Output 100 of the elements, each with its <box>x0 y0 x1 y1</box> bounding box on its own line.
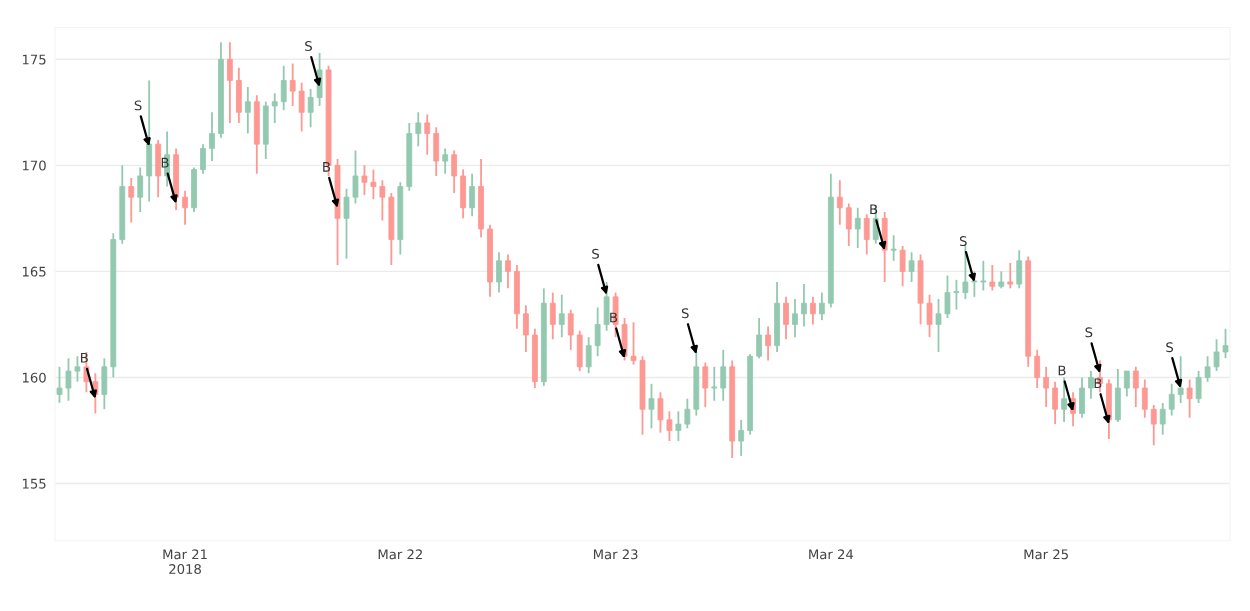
y-tick-label: 160 <box>22 372 46 383</box>
candlestick <box>1123 370 1130 398</box>
candlestick <box>1043 365 1050 409</box>
annotation: B <box>870 204 878 215</box>
candlestick <box>845 202 852 247</box>
candlestick <box>280 64 287 112</box>
candlestick <box>1007 262 1014 290</box>
candlestick <box>549 291 556 341</box>
candlestick <box>1177 355 1184 404</box>
candlestick <box>863 213 870 256</box>
candlestick <box>307 88 314 129</box>
candlestick <box>415 111 422 148</box>
candlestick <box>558 293 565 339</box>
candlestick <box>1132 365 1139 409</box>
candlestick <box>1213 338 1220 372</box>
annotation: B <box>1094 378 1102 389</box>
candlestick <box>227 41 233 124</box>
candlestick <box>666 410 673 442</box>
candlestick <box>585 336 592 375</box>
candlestick <box>1186 378 1193 419</box>
candlestick <box>836 179 843 226</box>
candlestick <box>1052 380 1058 425</box>
annotation: B <box>161 157 169 168</box>
candlestick <box>989 264 996 292</box>
candlestick <box>1034 348 1041 389</box>
candlestick <box>244 85 251 135</box>
candlestick <box>128 177 135 224</box>
x-tick-label: Mar 24 <box>809 549 854 560</box>
candlestick <box>926 293 933 339</box>
candlestick <box>792 298 798 339</box>
candlestick <box>182 189 188 226</box>
candlestick <box>738 418 745 457</box>
annotation: S <box>1166 342 1174 353</box>
candlestick <box>74 355 81 383</box>
annotation: S <box>134 100 142 111</box>
y-tick-label: 155 <box>22 478 46 489</box>
candlestick <box>648 382 655 430</box>
candlestick <box>854 206 861 249</box>
candlestick <box>298 81 305 133</box>
candlestick <box>801 283 807 328</box>
candlestick <box>523 304 529 353</box>
annotation: B <box>1058 365 1066 376</box>
candlestick <box>711 365 718 402</box>
candlestick <box>56 365 63 404</box>
candlestick <box>424 113 431 156</box>
candlestick <box>1159 401 1166 436</box>
candlestick <box>980 259 987 292</box>
candlestick <box>1141 378 1148 419</box>
candlestick <box>702 361 709 409</box>
candlestick <box>137 166 144 213</box>
candlestick <box>971 270 978 298</box>
x-tick-label: Mar 22 <box>378 549 422 560</box>
candlestick <box>200 143 206 175</box>
candlestick <box>810 295 816 326</box>
annotation: S <box>592 248 599 259</box>
candlestick <box>1168 382 1175 417</box>
candlestick <box>944 274 951 319</box>
annotation: B <box>81 352 88 363</box>
candlestick <box>720 348 727 402</box>
candlestick <box>953 278 960 311</box>
candlestick <box>1222 327 1229 360</box>
x-tick-label: Mar 21 2018 <box>163 549 207 575</box>
candlestick <box>1195 370 1202 404</box>
candlestick <box>1088 370 1094 400</box>
candlestick <box>469 172 475 218</box>
annotation: S <box>959 236 967 247</box>
candlestick <box>765 325 771 362</box>
candlestick <box>1204 355 1211 383</box>
candlestick <box>630 321 637 366</box>
candlestick <box>890 234 897 262</box>
candlestick <box>343 187 350 260</box>
candlestick <box>65 357 72 402</box>
annotation: S <box>305 41 312 51</box>
candlestick <box>289 62 296 107</box>
candlestick <box>684 397 691 430</box>
candlestick <box>675 410 682 442</box>
candlestick <box>352 149 359 205</box>
candlestick <box>370 168 377 201</box>
annotation: S <box>1085 327 1093 338</box>
candlestick <box>935 298 942 353</box>
annotation: S <box>681 308 689 319</box>
candlestick <box>594 306 601 358</box>
candlestick <box>1016 249 1023 290</box>
candlestick <box>908 251 915 283</box>
candlestick <box>783 295 789 341</box>
x-tick-label: Mar 25 <box>1024 549 1068 560</box>
candlestick <box>567 308 574 351</box>
annotation: B <box>610 312 618 323</box>
candlestick <box>962 245 969 300</box>
candlestick <box>271 92 278 124</box>
candlestick <box>657 391 664 434</box>
x-tick-label: Mar 23 <box>593 549 638 560</box>
candlestick <box>379 179 386 222</box>
y-tick-label: 170 <box>22 160 46 171</box>
y-tick-label: 175 <box>22 54 46 65</box>
candlestick <box>1150 404 1157 447</box>
candlestick <box>505 253 511 290</box>
annotation: B <box>323 162 331 172</box>
candlestick <box>451 149 458 194</box>
candlestick <box>819 291 825 322</box>
